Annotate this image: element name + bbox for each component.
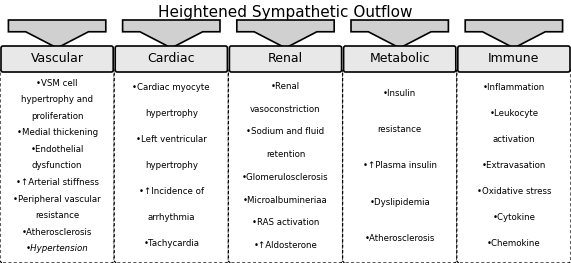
Text: resistance: resistance (35, 211, 79, 220)
Text: •Insulin: •Insulin (383, 89, 416, 98)
Text: Metabolic: Metabolic (369, 53, 430, 65)
Text: •Cardiac myocyte: •Cardiac myocyte (132, 83, 210, 93)
Text: retention: retention (266, 150, 305, 159)
Text: •↑Aldosterone: •↑Aldosterone (254, 241, 317, 250)
Text: Vascular: Vascular (31, 53, 83, 65)
Text: hypertrophy: hypertrophy (145, 109, 198, 119)
Text: •Extravasation: •Extravasation (482, 161, 546, 170)
Text: •↑Incidence of: •↑Incidence of (139, 188, 204, 196)
Text: •Endothelial: •Endothelial (30, 145, 84, 154)
Text: •VSM cell: •VSM cell (37, 79, 78, 88)
FancyBboxPatch shape (115, 46, 227, 72)
Text: •Peripheral vascular: •Peripheral vascular (13, 195, 101, 204)
Polygon shape (465, 20, 562, 48)
Text: hypertrophy: hypertrophy (145, 161, 198, 170)
Text: •Dyslipidemia: •Dyslipidemia (369, 198, 430, 207)
Text: •Microalbumineriaa: •Microalbumineriaa (243, 196, 328, 205)
Text: •Inflammation: •Inflammation (482, 83, 545, 93)
FancyBboxPatch shape (114, 69, 228, 263)
Polygon shape (123, 20, 220, 48)
Text: •Left ventricular: •Left ventricular (136, 135, 207, 144)
Text: Cardiac: Cardiac (147, 53, 195, 65)
Text: •Leukocyte: •Leukocyte (489, 109, 538, 119)
Text: Heightened Sympathetic Outflow: Heightened Sympathetic Outflow (158, 5, 413, 20)
Polygon shape (237, 20, 334, 48)
FancyBboxPatch shape (230, 46, 341, 72)
Text: •Glomerulosclerosis: •Glomerulosclerosis (242, 173, 329, 182)
Text: •Tachycardia: •Tachycardia (143, 240, 199, 249)
Text: hypertrophy and: hypertrophy and (21, 95, 93, 104)
Text: Immune: Immune (488, 53, 540, 65)
Text: •Cytokine: •Cytokine (492, 214, 536, 222)
Text: •Sodium and fluid: •Sodium and fluid (247, 127, 324, 136)
Text: arrhythmia: arrhythmia (147, 214, 195, 222)
Text: Renal: Renal (268, 53, 303, 65)
Text: vasoconstriction: vasoconstriction (250, 105, 321, 114)
Polygon shape (351, 20, 448, 48)
Text: dysfunction: dysfunction (32, 161, 82, 170)
Text: •Atherosclerosis: •Atherosclerosis (364, 234, 435, 243)
Text: •Renal: •Renal (271, 82, 300, 91)
Text: activation: activation (493, 135, 535, 144)
Text: •↑Arterial stiffness: •↑Arterial stiffness (15, 178, 99, 187)
Text: •Hypertension: •Hypertension (26, 244, 89, 253)
FancyBboxPatch shape (228, 69, 343, 263)
FancyBboxPatch shape (458, 46, 570, 72)
Text: •Medial thickening: •Medial thickening (17, 128, 98, 137)
Text: •Atherosclerosis: •Atherosclerosis (22, 228, 93, 237)
FancyBboxPatch shape (0, 69, 114, 263)
FancyBboxPatch shape (343, 69, 457, 263)
Text: resistance: resistance (377, 125, 422, 134)
Text: •Chemokine: •Chemokine (487, 240, 541, 249)
Text: •Oxidative stress: •Oxidative stress (477, 188, 551, 196)
Text: •RAS activation: •RAS activation (252, 218, 319, 227)
Polygon shape (9, 20, 106, 48)
FancyBboxPatch shape (457, 69, 571, 263)
FancyBboxPatch shape (1, 46, 113, 72)
FancyBboxPatch shape (344, 46, 456, 72)
Text: proliferation: proliferation (31, 112, 83, 121)
Text: •↑Plasma insulin: •↑Plasma insulin (363, 161, 437, 170)
